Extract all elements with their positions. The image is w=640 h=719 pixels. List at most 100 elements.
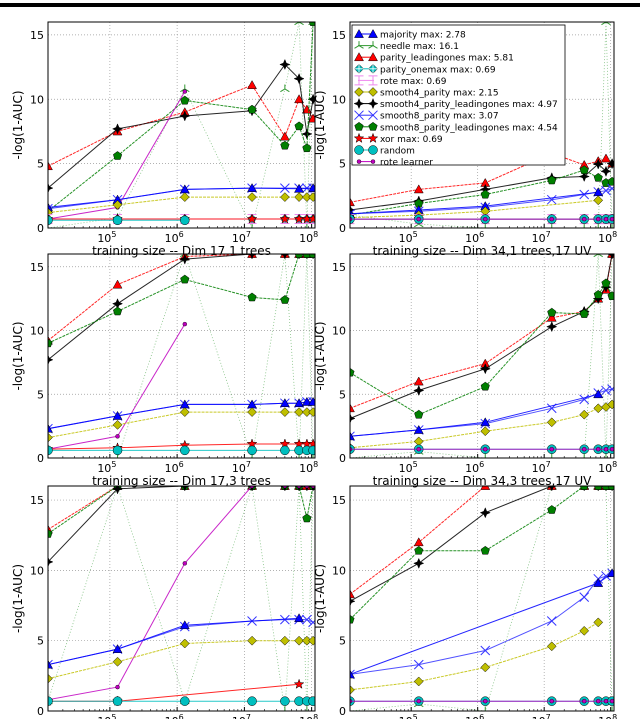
- data-point: [112, 215, 123, 226]
- series-group: [48, 254, 315, 458]
- data-point: [294, 121, 304, 131]
- data-point: [293, 73, 305, 85]
- data-point: [302, 513, 312, 523]
- series-rote-learner: [350, 216, 614, 222]
- legend-marker: [370, 159, 376, 164]
- series-rote-learner: [48, 321, 187, 452]
- series-line: [350, 188, 613, 215]
- x-tick-exponent: 7: [246, 713, 251, 719]
- y-tick-label: 15: [30, 29, 44, 42]
- y-tick-label: 15: [332, 29, 346, 42]
- series-line: [48, 254, 314, 361]
- data-point: [112, 279, 123, 289]
- x-tick-label: 108: [598, 230, 617, 245]
- x-tick-label: 106: [165, 460, 184, 475]
- data-point: [593, 403, 604, 414]
- x-tick-label: 106: [465, 460, 484, 475]
- y-tick-label: 10: [332, 325, 346, 338]
- data-point: [484, 223, 487, 228]
- series-smooth4-parity-leadingones: [350, 486, 614, 607]
- data-point: [115, 434, 120, 439]
- data-point: [611, 223, 614, 228]
- y-tick-label: 0: [339, 222, 346, 235]
- series-needle: [48, 486, 315, 711]
- x-tick-label: 105: [399, 713, 418, 719]
- legend-box: [351, 24, 566, 166]
- data-point: [308, 696, 315, 706]
- legend-marker: [368, 145, 378, 155]
- data-point: [593, 172, 603, 182]
- x-tick-exponent: 5: [111, 460, 116, 469]
- data-point: [480, 426, 491, 437]
- series-line: [350, 486, 613, 620]
- data-point: [279, 398, 290, 408]
- data-point: [546, 486, 558, 492]
- series-line: [48, 486, 314, 563]
- data-point: [484, 453, 487, 458]
- data-point: [350, 204, 356, 216]
- data-point: [605, 453, 607, 458]
- data-point: [247, 104, 257, 114]
- y-axis-label: -log(1-AUC): [313, 90, 327, 159]
- data-point: [280, 614, 290, 625]
- data-point: [601, 185, 611, 196]
- series-smooth8-parity-leadingones: [48, 486, 315, 538]
- x-tick-exponent: 7: [546, 460, 551, 469]
- legend-label: smooth4_parity max: 2.15: [380, 89, 499, 99]
- data-point: [247, 80, 257, 89]
- data-point: [549, 447, 554, 452]
- y-axis-label: -log(1-AUC): [11, 321, 25, 390]
- data-point: [182, 321, 187, 327]
- legend-item: parity_onemax max: 0.69: [354, 63, 496, 75]
- data-point: [179, 638, 190, 649]
- data-point: [113, 151, 123, 160]
- data-point: [550, 453, 553, 458]
- legend-marker: [353, 97, 365, 110]
- data-point: [547, 175, 557, 185]
- data-point: [601, 571, 611, 581]
- data-point: [583, 453, 586, 458]
- series-line: [350, 486, 613, 595]
- series-line: [350, 191, 599, 215]
- axes-frame: [349, 253, 615, 459]
- series-line: [48, 486, 314, 531]
- top-rule: [0, 3, 640, 7]
- series-group: [350, 254, 614, 458]
- data-point: [601, 278, 611, 288]
- legend-label: rote max: 0.69: [380, 77, 447, 87]
- series-majority: [350, 389, 604, 441]
- data-point: [547, 505, 557, 514]
- y-tick-label: 10: [30, 93, 44, 106]
- series-line: [350, 572, 613, 675]
- y-tick-label: 0: [339, 705, 346, 718]
- x-tick-label: 108: [299, 713, 318, 719]
- series-line: [350, 393, 599, 437]
- legend-label: smooth8_parity_leadingones max: 4.54: [380, 123, 558, 133]
- data-point: [606, 158, 614, 170]
- data-point: [112, 696, 123, 706]
- legend-marker: [354, 87, 364, 97]
- data-point: [308, 635, 315, 646]
- y-axis-label: -log(1-AUC): [313, 321, 327, 390]
- axes-frame: [349, 485, 615, 712]
- series-line: [48, 254, 314, 458]
- data-point: [179, 110, 191, 122]
- legend-marker: [354, 110, 364, 121]
- y-tick-label: 10: [30, 564, 44, 577]
- series-majority: [48, 613, 304, 669]
- data-point: [182, 561, 187, 566]
- series-line: [48, 254, 314, 344]
- series-rote-learner: [48, 486, 315, 702]
- legend-marker: [354, 28, 364, 38]
- data-point: [280, 407, 290, 417]
- data-point: [294, 398, 304, 408]
- legend-marker-cross: [368, 64, 378, 74]
- legend-marker: [368, 121, 378, 131]
- data-point: [279, 213, 291, 224]
- y-tick-label: 15: [30, 494, 44, 507]
- x-tick-label: 106: [465, 713, 484, 719]
- legend-item: rote learner: [356, 158, 433, 168]
- data-point: [280, 295, 290, 304]
- data-point: [179, 407, 190, 417]
- data-point: [48, 423, 53, 433]
